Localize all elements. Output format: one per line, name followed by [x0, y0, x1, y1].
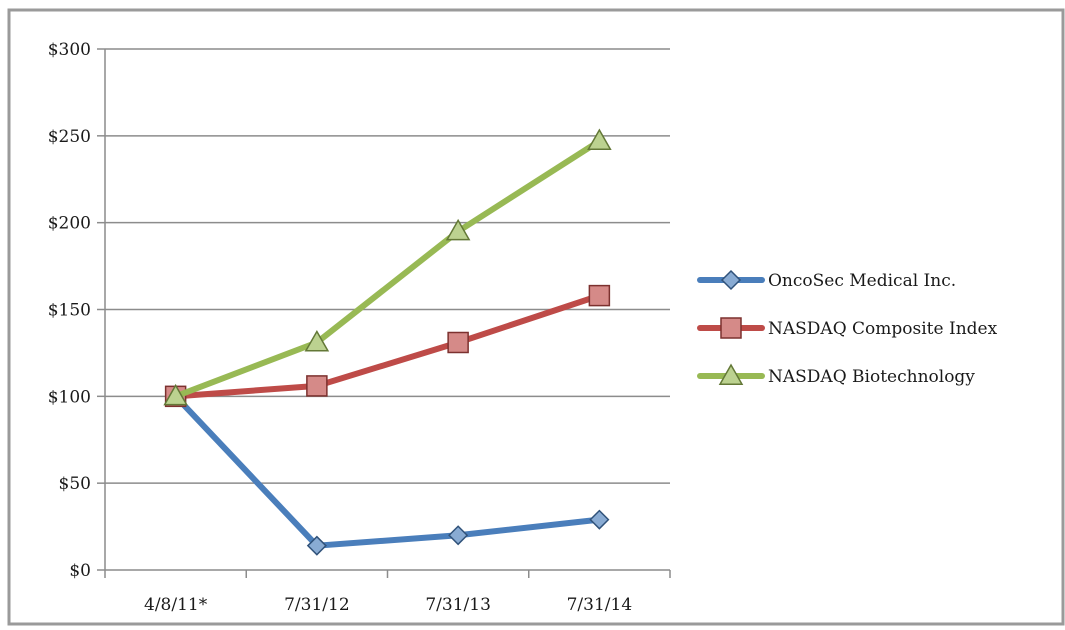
data-point	[306, 535, 327, 556]
x-tick-label: 4/8/11*	[144, 595, 208, 615]
data-point	[589, 509, 610, 530]
legend-swatch-marker	[720, 317, 742, 339]
data-point	[306, 375, 328, 397]
legend-swatch-marker	[720, 269, 742, 291]
data-point	[448, 525, 469, 546]
legend-entry: NASDAQ Composite Index	[697, 317, 998, 339]
y-tick-label: $200	[48, 214, 91, 234]
legend-label: OncoSec Medical Inc.	[768, 271, 956, 291]
legend: OncoSec Medical Inc. NASDAQ Composite Ind…	[697, 269, 998, 387]
series-line	[172, 292, 603, 400]
data-point	[163, 383, 188, 406]
series-line	[172, 138, 603, 400]
legend-label: NASDAQ Biotechnology	[768, 367, 975, 387]
x-tick-label: 7/31/13	[425, 595, 491, 615]
x-axis-tick-labels: 4/8/11* 7/31/12 7/31/13 7/31/14	[144, 595, 632, 615]
y-tick-label: $300	[48, 40, 91, 60]
y-tick-label: $150	[48, 301, 91, 321]
legend-entry: NASDAQ Biotechnology	[697, 363, 975, 387]
x-tick-label: 7/31/14	[567, 595, 633, 615]
legend-label: NASDAQ Composite Index	[768, 319, 998, 339]
x-tick-label: 7/31/12	[284, 595, 350, 615]
data-point	[588, 284, 611, 307]
data-point	[304, 329, 330, 352]
data-point	[587, 128, 612, 151]
legend-entry: OncoSec Medical Inc.	[697, 269, 956, 291]
axes	[97, 48, 671, 578]
series-2	[163, 128, 612, 406]
data-point	[445, 218, 471, 241]
y-tick-label: $50	[59, 474, 91, 494]
y-tick-label: $0	[69, 561, 91, 581]
series-lines	[163, 128, 612, 556]
y-axis-tick-labels: $0 $50 $100 $150 $200 $250 $300	[48, 40, 91, 581]
y-tick-label: $100	[48, 387, 91, 407]
data-point	[447, 331, 469, 354]
legend-swatch-marker	[718, 363, 744, 385]
y-tick-label: $250	[48, 127, 91, 147]
series-line	[172, 393, 603, 549]
